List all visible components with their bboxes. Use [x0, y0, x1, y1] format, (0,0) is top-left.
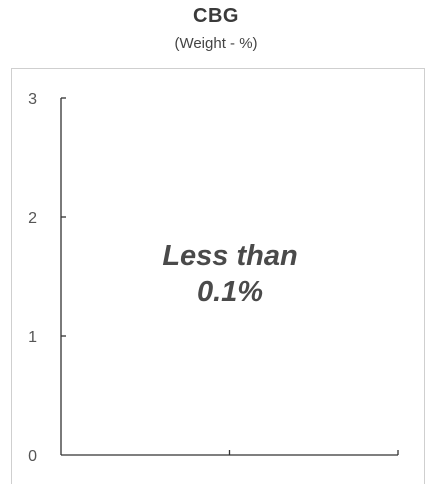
chart-ticks: 0 1 2 3	[28, 91, 66, 465]
annotation-line-2: 0.1%	[196, 276, 264, 309]
annotation-line-1: Less than	[162, 240, 298, 272]
y-tick-label: 1	[28, 329, 37, 346]
y-tick-label: 3	[28, 91, 37, 108]
y-tick-label: 0	[28, 448, 37, 465]
chart-title: CBG	[193, 5, 239, 27]
y-tick-label: 2	[28, 210, 37, 227]
chart-subtitle: (Weight - %)	[174, 35, 258, 52]
chart-annotation: Less than 0.1%	[120, 238, 340, 311]
chart-axes	[60, 98, 399, 456]
chart-frame	[11, 68, 425, 484]
